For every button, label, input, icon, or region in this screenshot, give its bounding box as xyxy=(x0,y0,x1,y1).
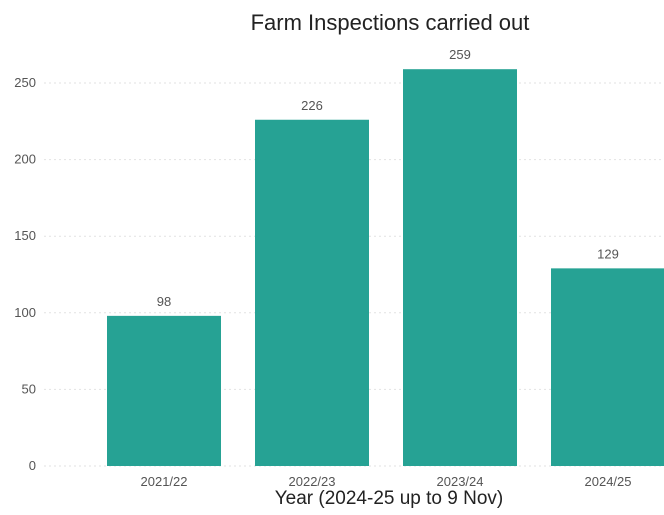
bar xyxy=(551,268,664,466)
y-tick-label: 200 xyxy=(14,152,36,167)
y-axis-ticks: 0 50 100 150 200 250 xyxy=(14,75,36,473)
data-label: 98 xyxy=(157,294,171,309)
x-tick-label: 2022/23 xyxy=(289,474,336,489)
x-tick-label: 2024/25 xyxy=(585,474,632,489)
chart-title: Farm Inspections carried out xyxy=(251,10,530,35)
bars xyxy=(107,69,664,467)
x-axis-ticks: 2021/22 2022/23 2023/24 2024/25 xyxy=(141,474,632,489)
x-tick-label: 2021/22 xyxy=(141,474,188,489)
data-labels: 98 226 259 129 xyxy=(157,47,619,309)
data-label: 259 xyxy=(449,47,471,62)
y-tick-label: 50 xyxy=(22,381,36,396)
y-tick-label: 150 xyxy=(14,228,36,243)
data-label: 226 xyxy=(301,98,323,113)
bar xyxy=(107,315,221,466)
y-tick-label: 100 xyxy=(14,305,36,320)
x-tick-label: 2023/24 xyxy=(437,474,484,489)
data-label: 129 xyxy=(597,246,619,261)
bar xyxy=(255,119,369,466)
y-tick-label: 0 xyxy=(29,458,36,473)
x-axis-label: Year (2024-25 up to 9 Nov) xyxy=(275,488,504,509)
y-tick-label: 250 xyxy=(14,75,36,90)
bar xyxy=(403,69,517,467)
